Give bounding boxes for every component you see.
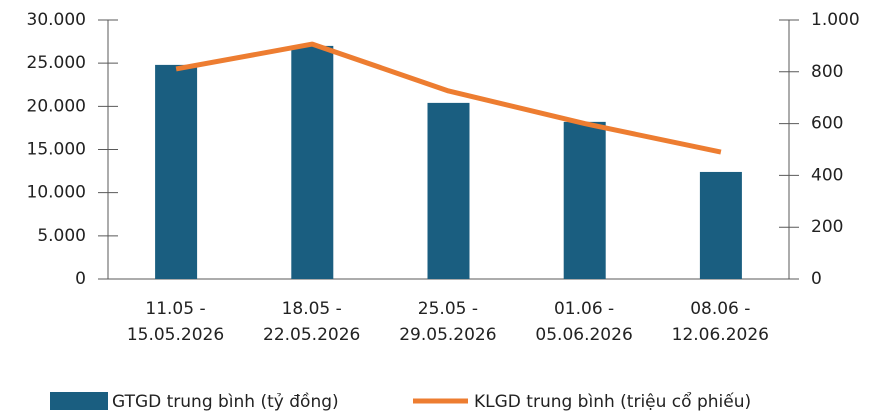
x-tick-label: 25.05 - 29.05.2026 (399, 299, 497, 345)
y2-tick-label: 800 (811, 62, 843, 82)
x-tick-label: 11.05 - 15.05.2026 (126, 299, 225, 345)
bar (699, 171, 742, 279)
y-tick-label: 5.000 (37, 226, 86, 246)
y2-tick-label: 0 (811, 269, 822, 289)
legend-label: GTGD trung bình (tỷ đồng) (112, 391, 339, 412)
bar (427, 102, 470, 279)
x-tick-label: 18.05 - 22.05.2026 (263, 299, 361, 345)
y2-tick-label: 600 (811, 114, 843, 134)
bar (291, 45, 334, 280)
legend-swatch (50, 392, 108, 410)
bar (563, 121, 606, 279)
bar (155, 64, 198, 279)
legend-label: KLGD trung bình (triệu cổ phiếu) (474, 391, 751, 412)
y-tick-label: 0 (75, 269, 86, 289)
y2-tick-label: 400 (811, 165, 843, 185)
x-tick-label: 08.06 - 12.06.2026 (671, 299, 769, 345)
y-tick-label: 30.000 (27, 10, 86, 30)
y-tick-label: 25.000 (27, 53, 86, 73)
y-tick-label: 10.000 (27, 183, 86, 203)
y2-tick-label: 1.000 (811, 10, 860, 30)
y-tick-label: 15.000 (27, 140, 86, 160)
x-tick-label: 01.06 - 05.06.2026 (535, 299, 633, 345)
y-tick-label: 20.000 (27, 96, 86, 116)
line (175, 41, 722, 155)
y2-tick-label: 200 (811, 217, 843, 237)
